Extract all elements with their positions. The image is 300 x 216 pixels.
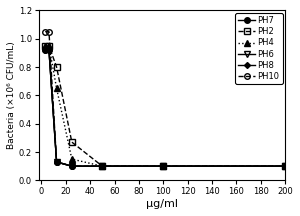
PH2 <box>284 165 287 167</box>
PH4 <box>70 158 74 160</box>
PH10 <box>47 30 51 33</box>
PH4 <box>284 165 287 167</box>
PH10 <box>55 161 58 163</box>
Line: PH6: PH6 <box>42 47 288 169</box>
PH7 <box>284 165 287 167</box>
X-axis label: μg/ml: μg/ml <box>146 199 178 209</box>
Line: PH8: PH8 <box>43 48 287 168</box>
PH8 <box>284 165 287 167</box>
PH6 <box>70 165 74 167</box>
Legend: PH7, PH2, PH4, PH6, PH8, PH10: PH7, PH2, PH4, PH6, PH8, PH10 <box>235 13 283 84</box>
PH2 <box>44 44 47 47</box>
PH6 <box>47 49 51 51</box>
PH4 <box>44 44 47 47</box>
PH7 <box>161 165 165 167</box>
PH6 <box>284 165 287 167</box>
PH8 <box>100 165 104 167</box>
PH10 <box>284 165 287 167</box>
PH4 <box>47 44 51 47</box>
PH10 <box>44 30 47 33</box>
PH7 <box>44 49 47 51</box>
PH6 <box>100 165 104 167</box>
PH8 <box>70 165 74 167</box>
PH7 <box>47 49 51 51</box>
PH4 <box>100 165 104 167</box>
PH7 <box>100 165 104 167</box>
PH2 <box>70 141 74 143</box>
PH4 <box>55 87 58 90</box>
Y-axis label: Bacteria (×10⁶ CFU/mL): Bacteria (×10⁶ CFU/mL) <box>7 41 16 149</box>
PH2 <box>100 165 104 167</box>
Line: PH4: PH4 <box>42 43 288 169</box>
PH6 <box>44 49 47 51</box>
PH10 <box>70 165 74 167</box>
PH2 <box>161 165 165 167</box>
PH6 <box>55 161 58 163</box>
PH2 <box>47 44 51 47</box>
PH8 <box>47 49 51 51</box>
PH6 <box>161 165 165 167</box>
PH2 <box>55 66 58 68</box>
PH8 <box>55 161 58 163</box>
Line: PH10: PH10 <box>42 29 288 169</box>
PH8 <box>161 165 165 167</box>
PH7 <box>55 161 58 163</box>
Line: PH7: PH7 <box>42 47 288 169</box>
PH4 <box>161 165 165 167</box>
PH8 <box>44 49 47 51</box>
PH10 <box>100 165 104 167</box>
Line: PH2: PH2 <box>42 43 288 169</box>
PH10 <box>161 165 165 167</box>
PH7 <box>70 165 74 167</box>
